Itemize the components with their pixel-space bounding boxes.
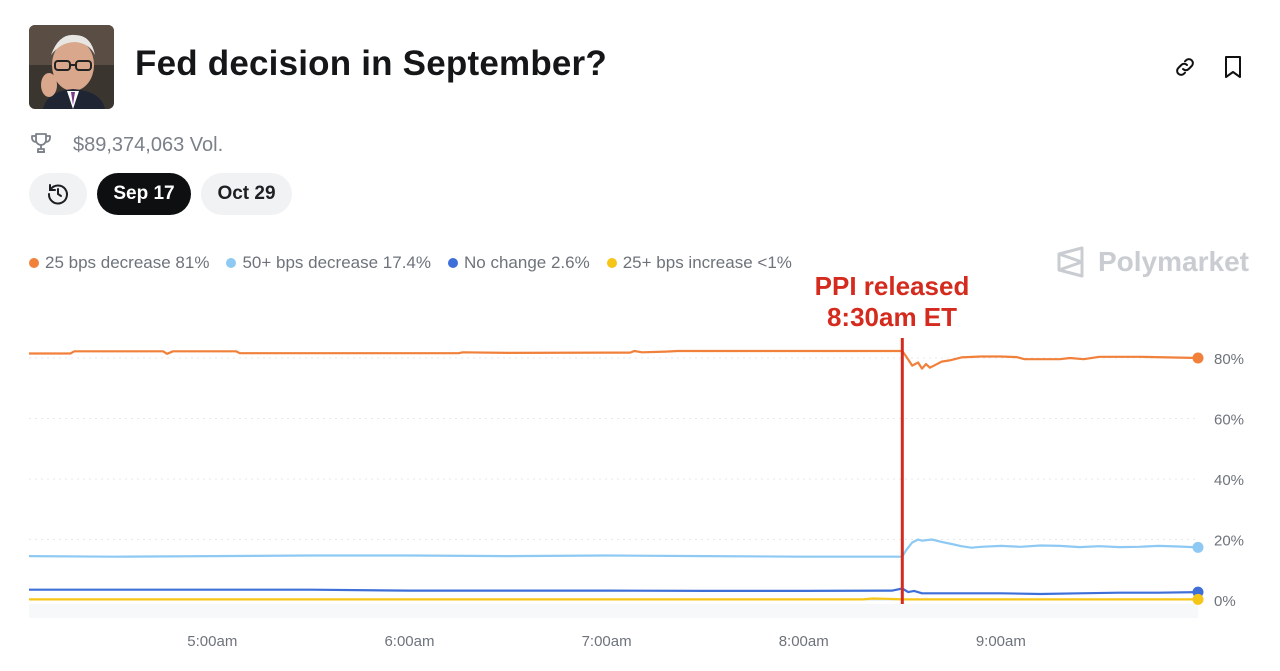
bookmark-icon[interactable] bbox=[1220, 54, 1246, 80]
polymarket-logo-icon bbox=[1057, 246, 1084, 278]
market-avatar bbox=[29, 25, 114, 109]
x-tick-label: 9:00am bbox=[976, 633, 1026, 650]
volume-text: $89,374,063 Vol. bbox=[73, 134, 224, 156]
y-tick-label: 20% bbox=[1214, 533, 1244, 550]
x-tick-label: 6:00am bbox=[384, 633, 434, 650]
history-button[interactable] bbox=[29, 173, 87, 215]
y-tick-label: 0% bbox=[1214, 593, 1236, 610]
series-end-dot bbox=[1192, 541, 1204, 553]
annotation-line-1: PPI released bbox=[814, 271, 970, 301]
series-end-dot bbox=[1192, 352, 1204, 364]
legend-dot bbox=[226, 258, 237, 268]
y-tick-label: 80% bbox=[1214, 351, 1244, 368]
tab-oct-29[interactable]: Oct 29 bbox=[201, 173, 292, 215]
date-tabs: Sep 17 Oct 29 bbox=[29, 173, 292, 215]
legend-dot bbox=[29, 258, 39, 268]
link-icon[interactable] bbox=[1172, 54, 1198, 80]
series-line bbox=[29, 587, 1199, 596]
legend-item: 25 bps decrease 81% bbox=[29, 253, 209, 273]
trophy-icon bbox=[29, 131, 53, 160]
portrait-image bbox=[29, 25, 114, 109]
x-tick-label: 8:00am bbox=[779, 633, 829, 650]
legend-item: No change 2.6% bbox=[448, 253, 590, 273]
x-tick-label: 5:00am bbox=[187, 633, 237, 650]
market-title: Fed decision in September? bbox=[135, 44, 607, 83]
history-clock-icon bbox=[47, 184, 68, 205]
x-axis-band bbox=[29, 604, 1198, 618]
legend-item: 50+ bps decrease 17.4% bbox=[226, 253, 431, 273]
annotation-line-2: 8:30am ET bbox=[826, 302, 958, 332]
volume-row: $89,374,063 Vol. bbox=[29, 131, 223, 160]
legend-item: 25+ bps increase <1% bbox=[606, 253, 792, 273]
legend-dot bbox=[448, 258, 459, 268]
series-line bbox=[28, 538, 1199, 558]
chart-legend: 25 bps decrease 81% 50+ bps decrease 17.… bbox=[29, 253, 792, 273]
legend-label: 25+ bps increase <1% bbox=[622, 253, 792, 272]
header-actions bbox=[1172, 54, 1246, 80]
x-tick-label: 7:00am bbox=[582, 633, 632, 650]
legend-label: 50+ bps decrease 17.4% bbox=[242, 253, 432, 272]
series-end-dot bbox=[1192, 593, 1204, 605]
legend-label: No change 2.6% bbox=[464, 253, 590, 272]
legend-dot bbox=[606, 258, 617, 268]
series-line bbox=[29, 597, 1198, 601]
y-tick-label: 60% bbox=[1214, 412, 1244, 429]
legend-label: 25 bps decrease 81% bbox=[45, 253, 210, 272]
brand-watermark: Polymarket bbox=[1056, 246, 1249, 278]
brand-name: Polymarket bbox=[1098, 246, 1249, 277]
series-line bbox=[29, 349, 1199, 370]
tab-sep-17[interactable]: Sep 17 bbox=[97, 173, 191, 215]
ppi-annotation: PPI released 8:30am ET bbox=[792, 271, 992, 333]
y-tick-label: 40% bbox=[1214, 472, 1244, 489]
